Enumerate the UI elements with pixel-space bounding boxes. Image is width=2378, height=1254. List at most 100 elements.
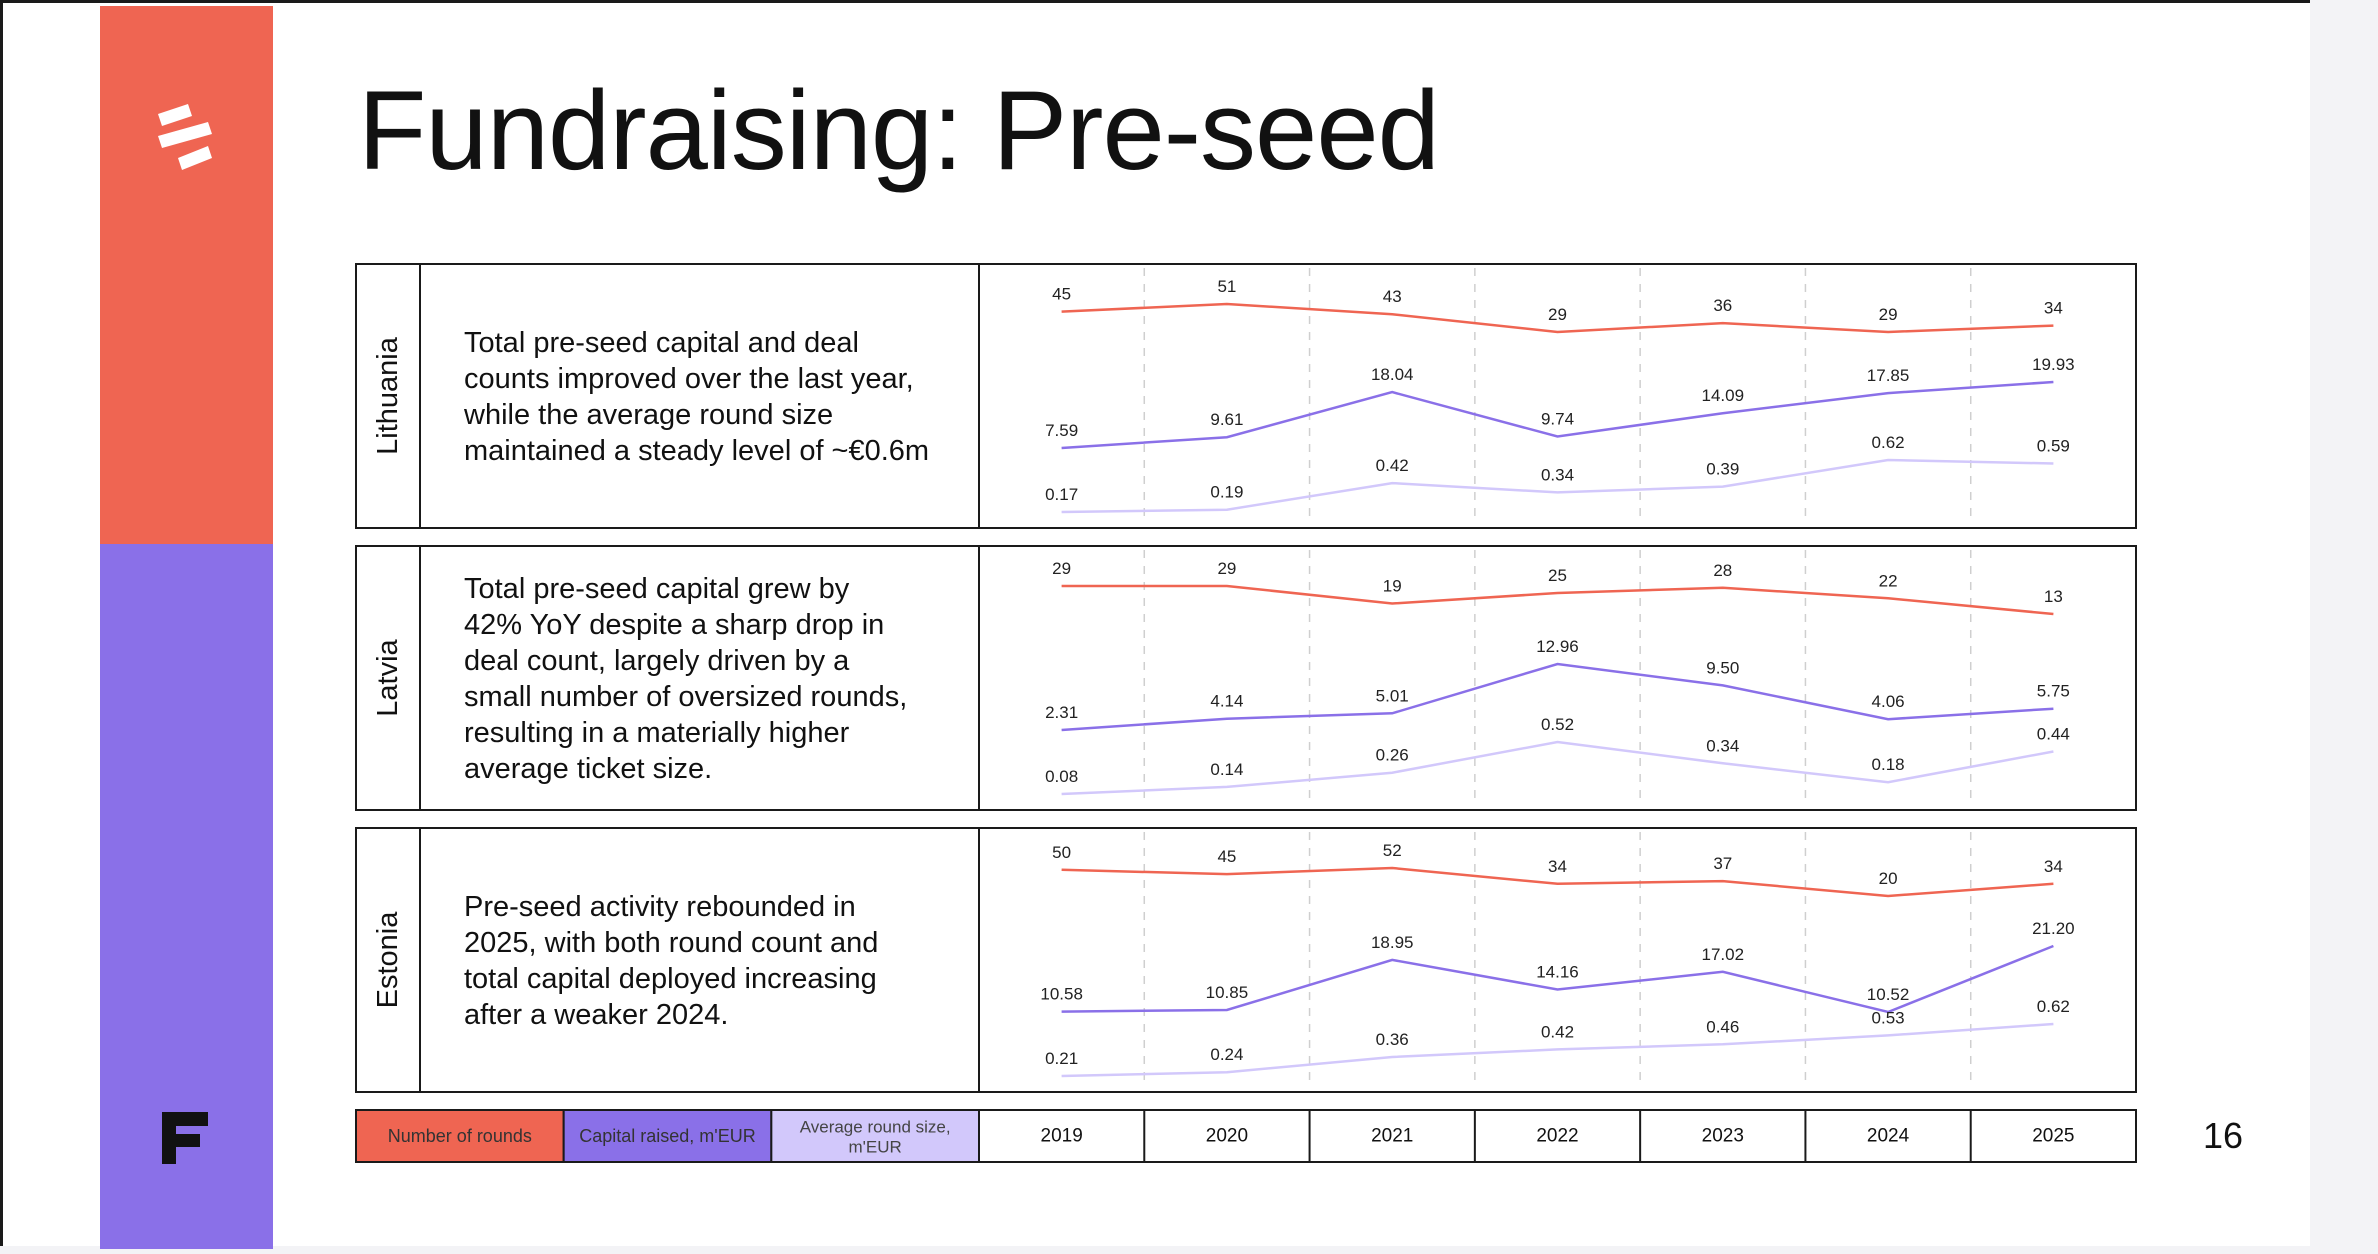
series-line-capital	[1061, 944, 2054, 1014]
data-label-rounds: 22	[1879, 571, 1898, 590]
data-label-avg: 0.17	[1045, 485, 1078, 504]
data-label-rounds: 45	[1052, 285, 1071, 304]
data-label-capital: 17.85	[1867, 366, 1910, 385]
data-label-avg: 0.62	[2037, 997, 2070, 1016]
description-line: small number of oversized rounds,	[464, 681, 907, 713]
data-label-avg: 0.52	[1541, 715, 1574, 734]
series-line-rounds	[1061, 302, 2054, 334]
data-label-avg: 0.42	[1376, 456, 1409, 475]
data-label-avg: 0.44	[2037, 724, 2070, 743]
data-label-rounds: 20	[1879, 869, 1898, 888]
data-label-rounds: 25	[1548, 566, 1567, 585]
data-label-capital: 14.16	[1536, 963, 1579, 982]
data-label-avg: 0.18	[1872, 755, 1905, 774]
data-label-avg: 0.34	[1706, 736, 1739, 755]
data-label-rounds: 37	[1713, 854, 1732, 873]
data-label-rounds: 29	[1548, 305, 1567, 324]
data-label-rounds: 45	[1217, 847, 1236, 866]
panel-frame	[355, 827, 2137, 1093]
x-tick-label: 2024	[1867, 1126, 1910, 1147]
data-label-avg: 0.42	[1541, 1022, 1574, 1041]
series-line-rounds	[1061, 866, 2054, 898]
data-label-capital: 5.75	[2037, 682, 2070, 701]
x-tick-label: 2022	[1536, 1126, 1578, 1147]
data-label-rounds: 28	[1713, 561, 1732, 580]
data-label-rounds: 34	[2044, 857, 2063, 876]
data-label-avg: 0.62	[1872, 433, 1905, 452]
description-line: while the average round size	[463, 399, 833, 431]
data-label-avg: 0.24	[1210, 1045, 1243, 1064]
panel-frame	[355, 263, 2137, 529]
data-label-avg: 0.36	[1376, 1030, 1409, 1049]
page-number: 16	[2203, 1115, 2244, 1156]
data-label-capital: 10.85	[1206, 983, 1249, 1002]
panel-frame	[355, 545, 2137, 811]
description-line: Total pre-seed capital grew by	[464, 573, 850, 605]
panel-latvia: Latvia Total pre-seed capital grew by 42% …	[355, 545, 2137, 811]
stripes-logo-icon	[158, 104, 212, 170]
data-label-avg: 0.26	[1376, 746, 1409, 765]
data-label-avg: 0.39	[1706, 460, 1739, 479]
data-label-avg: 0.46	[1706, 1017, 1739, 1036]
data-label-avg: 0.19	[1210, 483, 1243, 502]
description-line: Total pre-seed capital and deal	[464, 327, 859, 359]
description-line: deal count, largely driven by a	[464, 645, 850, 677]
data-label-avg: 0.08	[1045, 767, 1078, 786]
data-label-avg: 0.34	[1541, 465, 1574, 484]
data-label-rounds: 29	[1052, 559, 1071, 578]
data-label-avg: 0.21	[1045, 1049, 1078, 1068]
sidebar-accent-bottom	[100, 544, 273, 1249]
data-label-rounds: 19	[1383, 577, 1402, 596]
country-label: Estonia	[372, 911, 404, 1009]
country-label: Latvia	[372, 638, 404, 716]
description-line: 2025, with both round count and	[464, 927, 878, 959]
series-line-avg	[1061, 458, 2054, 514]
description-line: total capital deployed increasing	[464, 963, 877, 995]
panel-lithuania: Lithuania Total pre-seed capital and deal…	[355, 263, 2137, 529]
data-label-capital: 4.06	[1872, 692, 1905, 711]
series-line-capital	[1061, 380, 2054, 450]
legend-label: Capital raised, m'EUR	[579, 1126, 756, 1146]
legend-axis-row: Number of rounds Capital raised, m'EUR Ave…	[355, 1109, 2137, 1163]
data-label-rounds: 13	[2044, 587, 2063, 606]
x-tick-label: 2023	[1702, 1126, 1744, 1147]
legend-label: Average round size,	[800, 1118, 951, 1137]
data-label-rounds: 36	[1713, 296, 1732, 315]
data-label-capital: 18.04	[1371, 365, 1414, 384]
page-title: Fundraising: Pre-seed	[358, 68, 1440, 193]
data-label-capital: 9.74	[1541, 410, 1574, 429]
description-line: average ticket size.	[464, 753, 712, 785]
data-label-rounds: 52	[1383, 841, 1402, 860]
description-line: counts improved over the last year,	[464, 363, 914, 395]
data-label-rounds: 34	[1548, 857, 1567, 876]
data-label-capital: 17.02	[1702, 945, 1745, 964]
data-label-rounds: 29	[1217, 559, 1236, 578]
description-line: after a weaker 2024.	[464, 999, 728, 1031]
series-line-avg	[1061, 1022, 2054, 1078]
legend-label: Number of rounds	[388, 1126, 532, 1146]
data-label-rounds: 29	[1879, 305, 1898, 324]
description-line: resulting in a materially higher	[464, 717, 850, 749]
country-label: Lithuania	[372, 336, 404, 455]
data-label-capital: 9.50	[1706, 658, 1739, 677]
data-label-capital: 9.61	[1210, 410, 1243, 429]
f-logo-icon	[162, 1112, 208, 1164]
data-label-capital: 10.52	[1867, 985, 1910, 1004]
data-label-rounds: 51	[1217, 277, 1236, 296]
description-line: 42% YoY despite a sharp drop in	[464, 609, 884, 641]
legend-swatch-avg	[770, 1109, 980, 1163]
data-label-rounds: 50	[1052, 843, 1071, 862]
series-line-capital	[1061, 662, 2054, 732]
data-label-capital: 5.01	[1376, 686, 1409, 705]
data-label-rounds: 34	[2044, 299, 2063, 318]
data-label-rounds: 43	[1383, 287, 1402, 306]
legend-swatch-capital	[562, 1109, 773, 1163]
data-label-capital: 19.93	[2032, 355, 2075, 374]
data-label-avg: 0.59	[2037, 436, 2070, 455]
description-line: maintained a steady level of ~€0.6m	[464, 435, 929, 467]
data-label-capital: 7.59	[1045, 421, 1078, 440]
x-tick-label: 2020	[1206, 1126, 1248, 1147]
data-label-capital: 4.14	[1210, 692, 1243, 711]
legend-label: m'EUR	[849, 1138, 902, 1157]
